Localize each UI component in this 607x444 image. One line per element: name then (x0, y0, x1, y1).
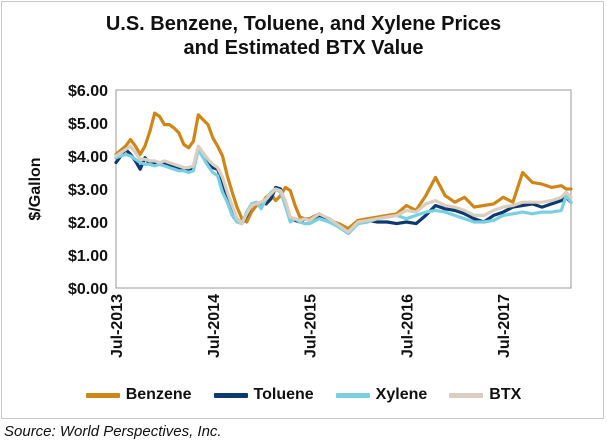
chart-title-line-2: and Estimated BTX Value (183, 37, 424, 59)
y-tick-label: $5.00 (68, 116, 108, 133)
chart-frame (1, 1, 604, 419)
x-tick-label: Jul-2015 (303, 294, 320, 358)
y-tick-label: $1.00 (68, 248, 108, 265)
legend-label: Toluene (253, 386, 314, 403)
x-tick-label: Jul-2017 (496, 294, 513, 358)
legend-item-btx: BTX (449, 386, 521, 404)
series-line-btx (114, 144, 573, 234)
legend-label: Benzene (125, 386, 192, 403)
x-tick-label: Jul-2016 (399, 294, 416, 358)
source-note: Source: World Perspectives, Inc. (4, 423, 222, 440)
series-line-xylene (114, 147, 573, 236)
x-tick-label: Jul-2014 (206, 294, 223, 358)
series-line-toluene (114, 147, 573, 234)
chart-legend: Benzene Toluene Xylene BTX (0, 383, 607, 407)
legend-swatch (213, 392, 248, 398)
y-tick-label: $3.00 (68, 182, 108, 199)
legend-swatch (335, 392, 370, 398)
legend-swatch (449, 392, 484, 398)
chart-title-line-1: U.S. Benzene, Toluene, and Xylene Prices (105, 13, 502, 35)
y-tick-label: $6.00 (68, 83, 108, 100)
legend-label: BTX (489, 386, 522, 403)
legend-swatch (85, 392, 120, 398)
y-tick-label: $0.00 (68, 281, 108, 298)
legend-item-toluene: Toluene (213, 386, 314, 404)
y-tick-label: $4.00 (68, 149, 108, 166)
legend-label: Xylene (375, 386, 428, 403)
plot-area (115, 89, 572, 289)
y-axis-label: $/Gallon (27, 157, 44, 220)
chart-title: U.S. Benzene, Toluene, and Xylene Prices… (0, 12, 607, 60)
legend-item-benzene: Benzene (85, 386, 192, 404)
x-tick-label: Jul-2013 (109, 294, 126, 358)
y-tick-label: $2.00 (68, 215, 108, 232)
legend-item-xylene: Xylene (335, 386, 428, 404)
series-line-benzene (114, 111, 573, 231)
